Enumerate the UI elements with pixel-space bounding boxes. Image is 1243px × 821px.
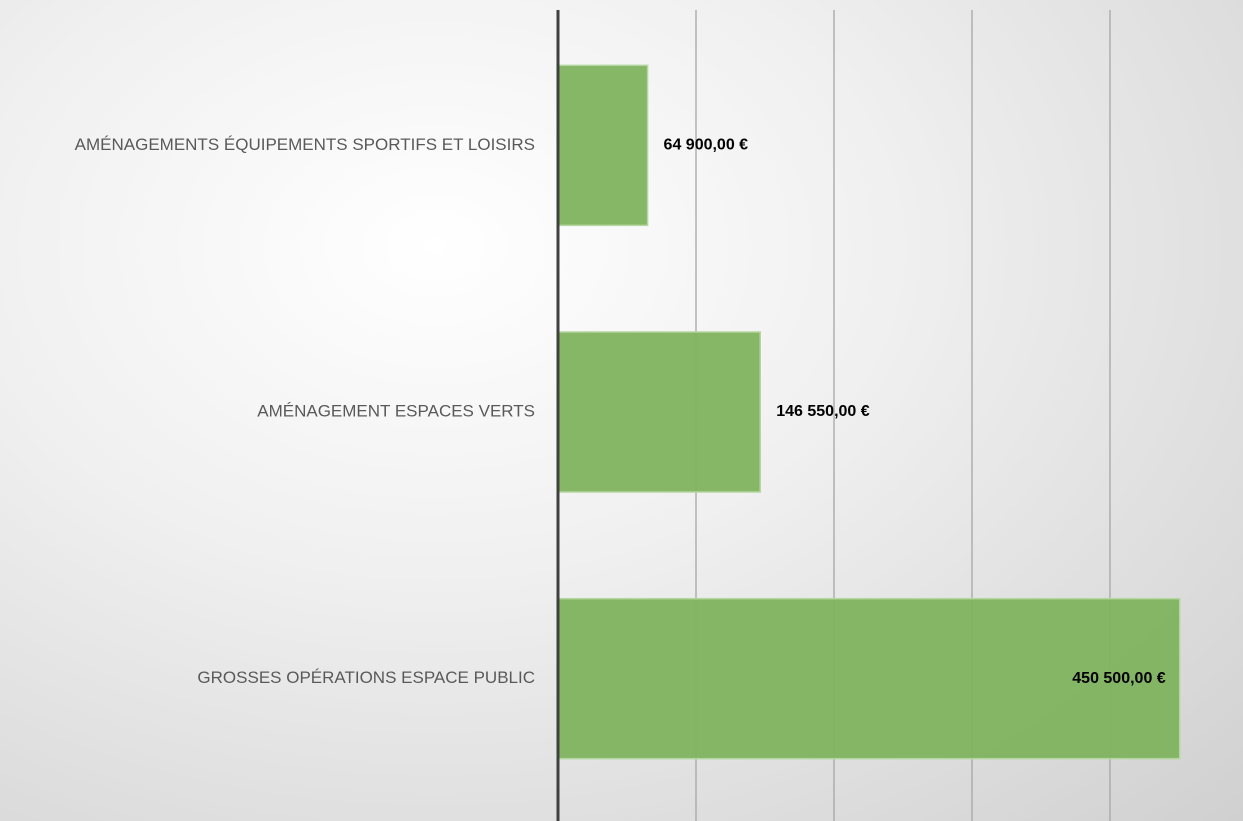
category-label: GROSSES OPÉRATIONS ESPACE PUBLIC (197, 668, 535, 687)
data-label: 64 900,00 € (664, 137, 749, 154)
bar (557, 331, 761, 493)
bar (557, 64, 649, 227)
category-label: AMÉNAGEMENTS ÉQUIPEMENTS SPORTIFS ET LOI… (75, 135, 535, 154)
bar (557, 597, 1181, 760)
data-label: 450 500,00 € (1072, 670, 1166, 687)
data-label: 146 550,00 € (776, 403, 870, 420)
category-label: AMÉNAGEMENT ESPACES VERTS (257, 401, 535, 420)
